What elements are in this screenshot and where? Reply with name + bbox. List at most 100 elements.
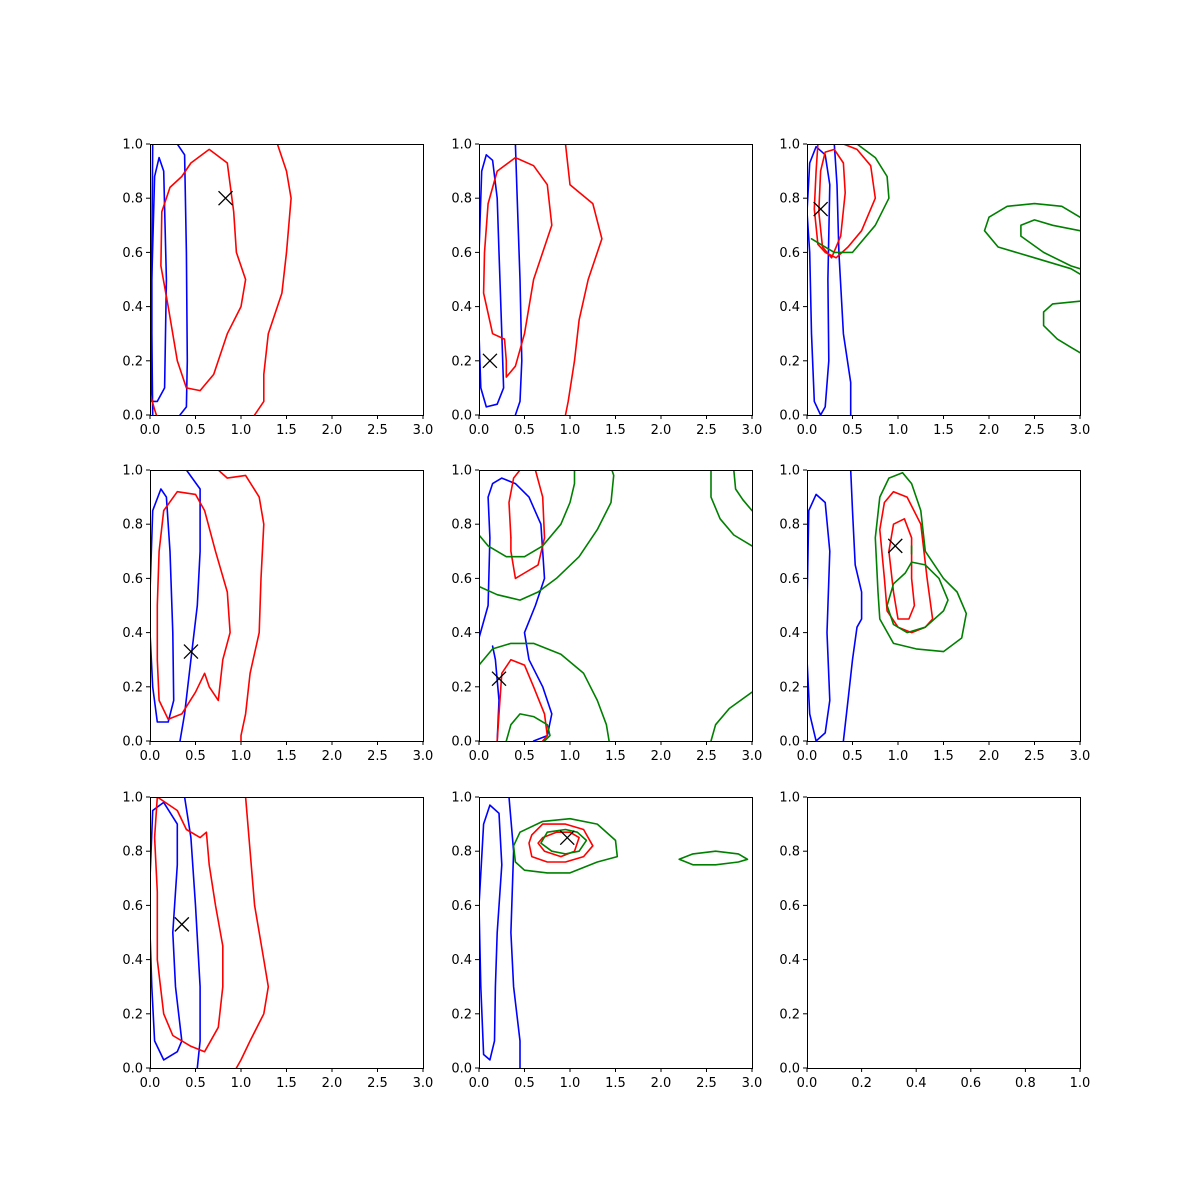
y-tick-label: 0.6 [122, 899, 143, 914]
contour-line-green [512, 817, 619, 874]
y-tick-label: 0.6 [451, 246, 472, 261]
x-tick-label: 2.5 [696, 423, 717, 438]
x-tick-label: 1.5 [605, 423, 626, 438]
axes-frame [150, 470, 424, 742]
x-tick-label: 3.0 [1070, 423, 1091, 438]
x-tick-label: 3.0 [413, 1076, 434, 1091]
contour-line-green [886, 561, 949, 634]
contour-line-green [733, 470, 752, 512]
x-tick-label: 0.0 [469, 749, 490, 764]
x-marker [559, 830, 575, 846]
contour-line-red [153, 797, 224, 1053]
y-tick-label: 1.0 [779, 791, 800, 806]
contour-line-red [879, 490, 934, 634]
x-tick-label: 0.5 [514, 749, 535, 764]
x-tick-label: 2.0 [979, 423, 1000, 438]
x-tick-label: 3.0 [413, 749, 434, 764]
x-marker [174, 916, 190, 932]
contour-line-green [1042, 300, 1080, 354]
y-tick-label: 0.6 [779, 246, 800, 261]
plot-area [479, 797, 749, 1068]
plot-area [150, 470, 265, 741]
x-tick-label: 0.5 [185, 749, 206, 764]
y-tick-label: 0.6 [122, 246, 143, 261]
y-tick-label: 0.8 [779, 518, 800, 533]
contour-line-red [496, 658, 549, 741]
contour-line-green [479, 642, 610, 741]
axes-row1-col2: 0.0 0.5 1.0 1.5 2.0 2.5 3.0 0.0 0.2 0.4 0.6 0.8 1.0 [451, 138, 762, 439]
y-tick-label: 0.0 [779, 409, 800, 424]
y-tick-label: 0.8 [451, 845, 472, 860]
y-tick-label: 0.0 [122, 735, 143, 750]
y-tick-label: 0.4 [122, 626, 143, 641]
x-tick-label: 1.0 [231, 1076, 252, 1091]
x-tick-label: 2.0 [322, 749, 343, 764]
contour-line-red [508, 470, 521, 539]
plot-area [479, 144, 603, 415]
y-tick-label: 0.8 [122, 518, 143, 533]
contour-line-blue [479, 154, 505, 408]
x-tick-label: 0.6 [960, 1076, 981, 1091]
x-marker [218, 190, 233, 206]
axes-row1-col1: 0.0 0.5 1.0 1.5 2.0 2.5 3.0 0.0 0.2 0.4 0.6 0.8 1.0 [122, 138, 433, 439]
y-tick-label: 1.0 [451, 138, 472, 153]
contour-line-blue [514, 144, 523, 415]
x-tick-label: 2.0 [979, 749, 1000, 764]
x-tick-label: 0.0 [140, 423, 161, 438]
y-tick-label: 0.2 [451, 1007, 472, 1022]
plot-area [807, 144, 1080, 415]
x-tick-label: 1.5 [276, 423, 297, 438]
contour-line-red [217, 470, 265, 741]
axes-frame [479, 797, 753, 1069]
y-tick-label: 1.0 [779, 464, 800, 479]
plot-area [150, 144, 292, 415]
y-tick-label: 0.0 [122, 409, 143, 424]
contour-line-red [818, 148, 846, 259]
x-marker-stroke [482, 353, 498, 369]
contour-line-red [160, 148, 247, 392]
y-tick-label: 0.0 [451, 1062, 472, 1077]
y-tick-label: 0.6 [451, 572, 472, 587]
y-tick-label: 0.4 [451, 300, 472, 315]
axes-row2-col1: 0.0 0.5 1.0 1.5 2.0 2.5 3.0 0.0 0.2 0.4 0.6 0.8 1.0 [122, 464, 433, 765]
x-tick-label: 1.0 [888, 749, 909, 764]
x-tick-label: 1.0 [560, 423, 581, 438]
x-marker [813, 201, 829, 217]
axes-frame [807, 797, 1081, 1069]
y-tick-label: 0.4 [451, 953, 472, 968]
x-tick-label: 0.0 [469, 423, 490, 438]
x-tick-label: 1.5 [933, 749, 954, 764]
x-tick-label: 0.0 [797, 1076, 818, 1091]
y-tick-label: 0.2 [122, 1007, 143, 1022]
y-tick-label: 0.0 [451, 735, 472, 750]
x-tick-label: 2.5 [367, 423, 388, 438]
axes-row3-col1: 0.0 0.5 1.0 1.5 2.0 2.5 3.0 0.0 0.2 0.4 0.6 0.8 1.0 [122, 791, 433, 1092]
plot-area [150, 797, 270, 1068]
y-tick-label: 0.4 [779, 626, 800, 641]
y-tick-label: 0.8 [779, 192, 800, 207]
contour-line-blue [479, 804, 503, 1061]
y-tick-label: 0.0 [779, 735, 800, 750]
x-tick-label: 0.4 [906, 1076, 927, 1091]
y-tick-label: 0.4 [122, 953, 143, 968]
plot-area [479, 470, 752, 741]
y-tick-label: 0.8 [122, 192, 143, 207]
contour-line-green [479, 470, 576, 558]
x-marker-stroke [174, 916, 190, 932]
contour-line-green [540, 828, 588, 855]
x-tick-label: 0.5 [842, 749, 863, 764]
axes-row2-col2: 0.0 0.5 1.0 1.5 2.0 2.5 3.0 0.0 0.2 0.4 0.6 0.8 1.0 [451, 464, 762, 765]
contour-line-blue [179, 470, 201, 741]
y-tick-label: 0.6 [779, 899, 800, 914]
x-tick-label: 0.0 [797, 749, 818, 764]
y-tick-label: 0.4 [779, 953, 800, 968]
x-marker-stroke [887, 538, 903, 554]
contour-line-green [1020, 219, 1080, 270]
x-marker-stroke [813, 201, 829, 217]
x-tick-label: 2.0 [322, 423, 343, 438]
y-tick-label: 0.6 [779, 572, 800, 587]
contour-line-red [253, 144, 292, 415]
contour-line-blue [842, 470, 863, 741]
y-tick-label: 0.8 [779, 845, 800, 860]
y-tick-label: 1.0 [122, 791, 143, 806]
